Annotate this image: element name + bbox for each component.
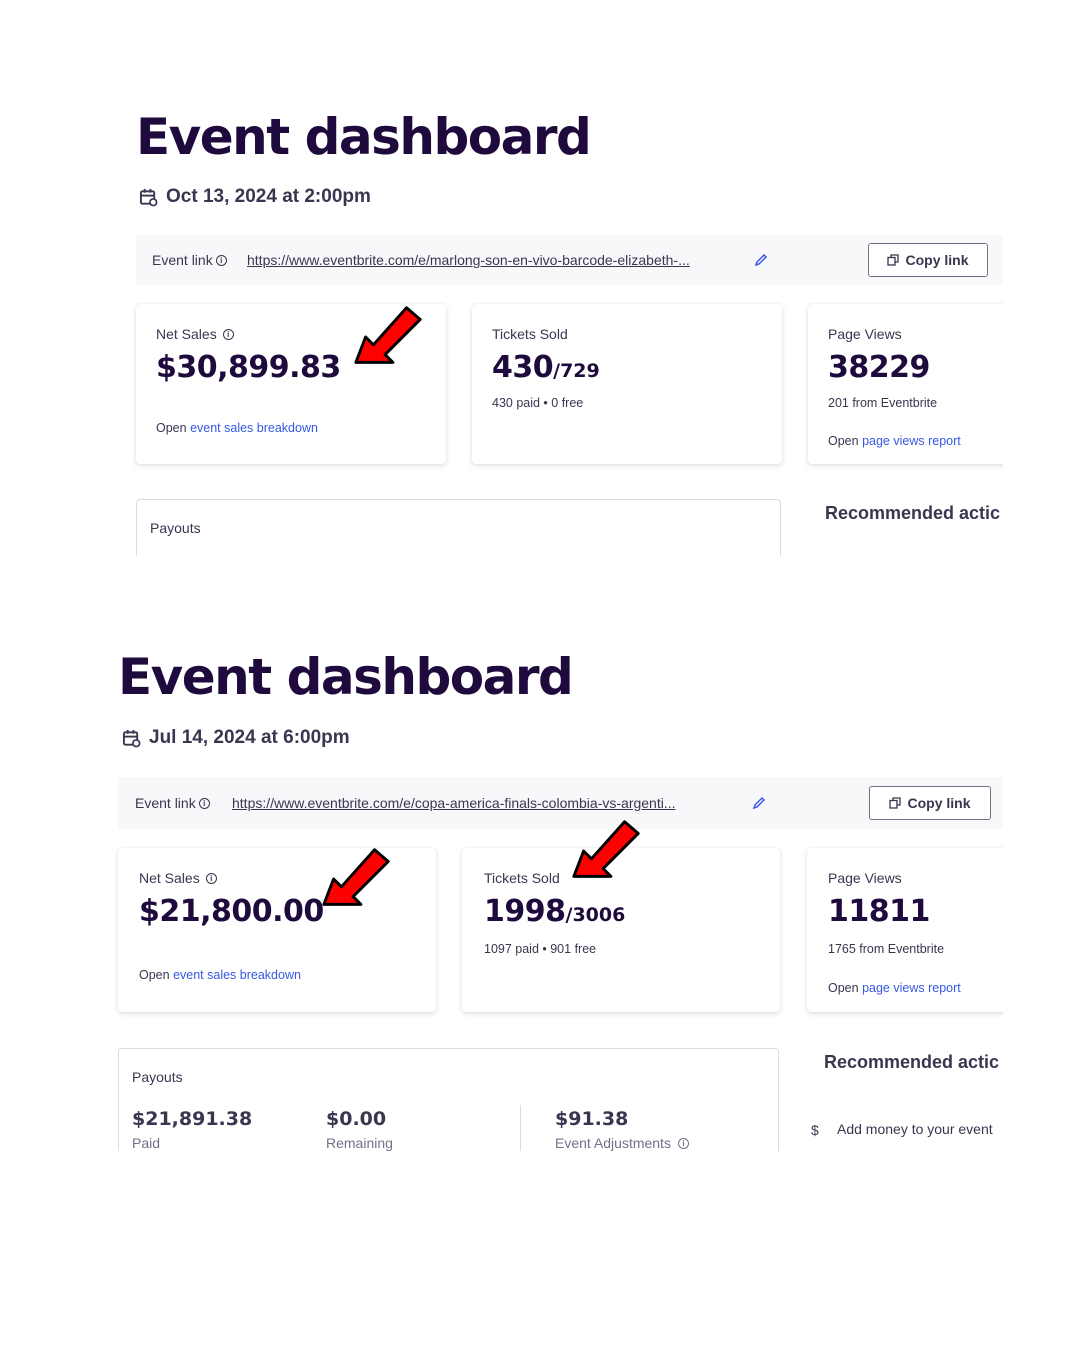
tickets-sold-detail: 430 paid • 0 free [492,396,584,410]
event-date: Jul 14, 2024 at 6:00pm [122,727,350,749]
copy-link-button[interactable]: Copy link [868,243,988,277]
dollar-icon: $ [811,1122,819,1138]
event-date-text: Oct 13, 2024 at 2:00pm [166,186,371,207]
net-sales-value: $21,800.00 [139,894,324,929]
payouts-label: Payouts [150,520,201,536]
calendar-icon [139,188,158,206]
payout-remaining-label: Remaining [326,1135,393,1151]
event-link-label: Event link i [152,252,227,268]
tickets-sold-detail: 1097 paid • 901 free [484,942,597,956]
page-views-open: Open page views report [828,434,961,448]
calendar-icon [122,729,141,747]
red-arrow-icon [322,848,390,906]
payout-adjustments-amount: $91.38 [555,1108,629,1130]
page-views-report-link[interactable]: page views report [862,434,961,448]
event-date-text: Jul 14, 2024 at 6:00pm [149,727,350,748]
tickets-sold-label: Tickets Sold [492,326,568,342]
net-sales-value: $30,899.83 [156,350,341,385]
net-sales-open: Open event sales breakdown [156,421,318,435]
page-title: Event dashboard [136,108,592,166]
tickets-sold-value: 430/729 [492,350,600,385]
info-icon[interactable]: i [222,328,234,340]
payout-paid-label: Paid [132,1135,161,1151]
dashboard-screenshot-1: Event dashboard Oct 13, 2024 at 2:00pm E… [0,0,1080,556]
tickets-sold-label: Tickets Sold [484,870,560,886]
copy-icon [889,797,902,809]
info-icon[interactable]: i [198,797,210,809]
edit-pencil-icon[interactable] [752,796,766,810]
page-views-detail: 201 from Eventbrite [828,396,938,410]
payout-remaining-amount: $0.00 [326,1108,387,1130]
copy-link-button[interactable]: Copy link [869,786,991,820]
payout-divider [520,1105,521,1151]
event-link-bar: Event link i https://www.eventbrite.com/e… [136,235,1006,285]
recommended-action-add-money[interactable]: Add money to your event [837,1121,993,1137]
event-sales-breakdown-link[interactable]: event sales breakdown [173,968,301,982]
payout-adjustments-label: Event Adjustments i [555,1135,689,1151]
screenshot-crop-edge [1003,556,1080,1151]
recommended-actions-heading: Recommended actic [825,503,1001,523]
page-views-report-link[interactable]: page views report [862,981,961,995]
tickets-sold-value: 1998/3006 [484,894,626,929]
payouts-card: Payouts $21,891.38 Paid $0.00 Remaining … [118,1048,779,1151]
payouts-label: Payouts [132,1069,183,1085]
dashboard-screenshot-2: Event dashboard Jul 14, 2024 at 6:00pm E… [0,556,1080,1151]
page-views-label: Page Views [828,870,902,886]
red-arrow-icon [354,306,422,364]
net-sales-label: Net Sales i [139,870,217,886]
net-sales-card: Net Sales i $21,800.00 Open event sales b… [118,848,436,1012]
event-sales-breakdown-link[interactable]: event sales breakdown [190,421,318,435]
info-icon[interactable]: i [205,872,217,884]
screenshot-crop-edge [1003,0,1080,556]
event-link-bar: Event link i https://www.eventbrite.com/e… [118,777,1006,829]
page-views-open: Open page views report [828,981,961,995]
edit-pencil-icon[interactable] [754,253,768,267]
payout-paid-amount: $21,891.38 [132,1108,253,1130]
event-link-label: Event link i [135,795,210,811]
net-sales-label: Net Sales i [156,326,234,342]
tickets-sold-card: Tickets Sold 430/729 430 paid • 0 free [472,304,782,464]
info-icon[interactable]: i [677,1137,689,1149]
copy-icon [887,254,900,266]
recommended-actions-heading: Recommended actic [824,1052,1000,1072]
tickets-sold-card: Tickets Sold 1998/3006 1097 paid • 901 f… [462,848,780,1012]
page-title: Event dashboard [118,648,574,706]
payouts-card: Payouts [136,499,781,556]
event-link-url[interactable]: https://www.eventbrite.com/e/copa-americ… [232,795,676,811]
page-views-value: 11811 [828,894,930,929]
net-sales-open: Open event sales breakdown [139,968,301,982]
info-icon[interactable]: i [215,254,227,266]
event-link-url[interactable]: https://www.eventbrite.com/e/marlong-son… [247,252,690,268]
page-views-detail: 1765 from Eventbrite [828,942,945,956]
page-views-label: Page Views [828,326,902,342]
page-views-value: 38229 [828,350,930,385]
event-date: Oct 13, 2024 at 2:00pm [139,186,371,208]
red-arrow-icon [572,820,640,878]
